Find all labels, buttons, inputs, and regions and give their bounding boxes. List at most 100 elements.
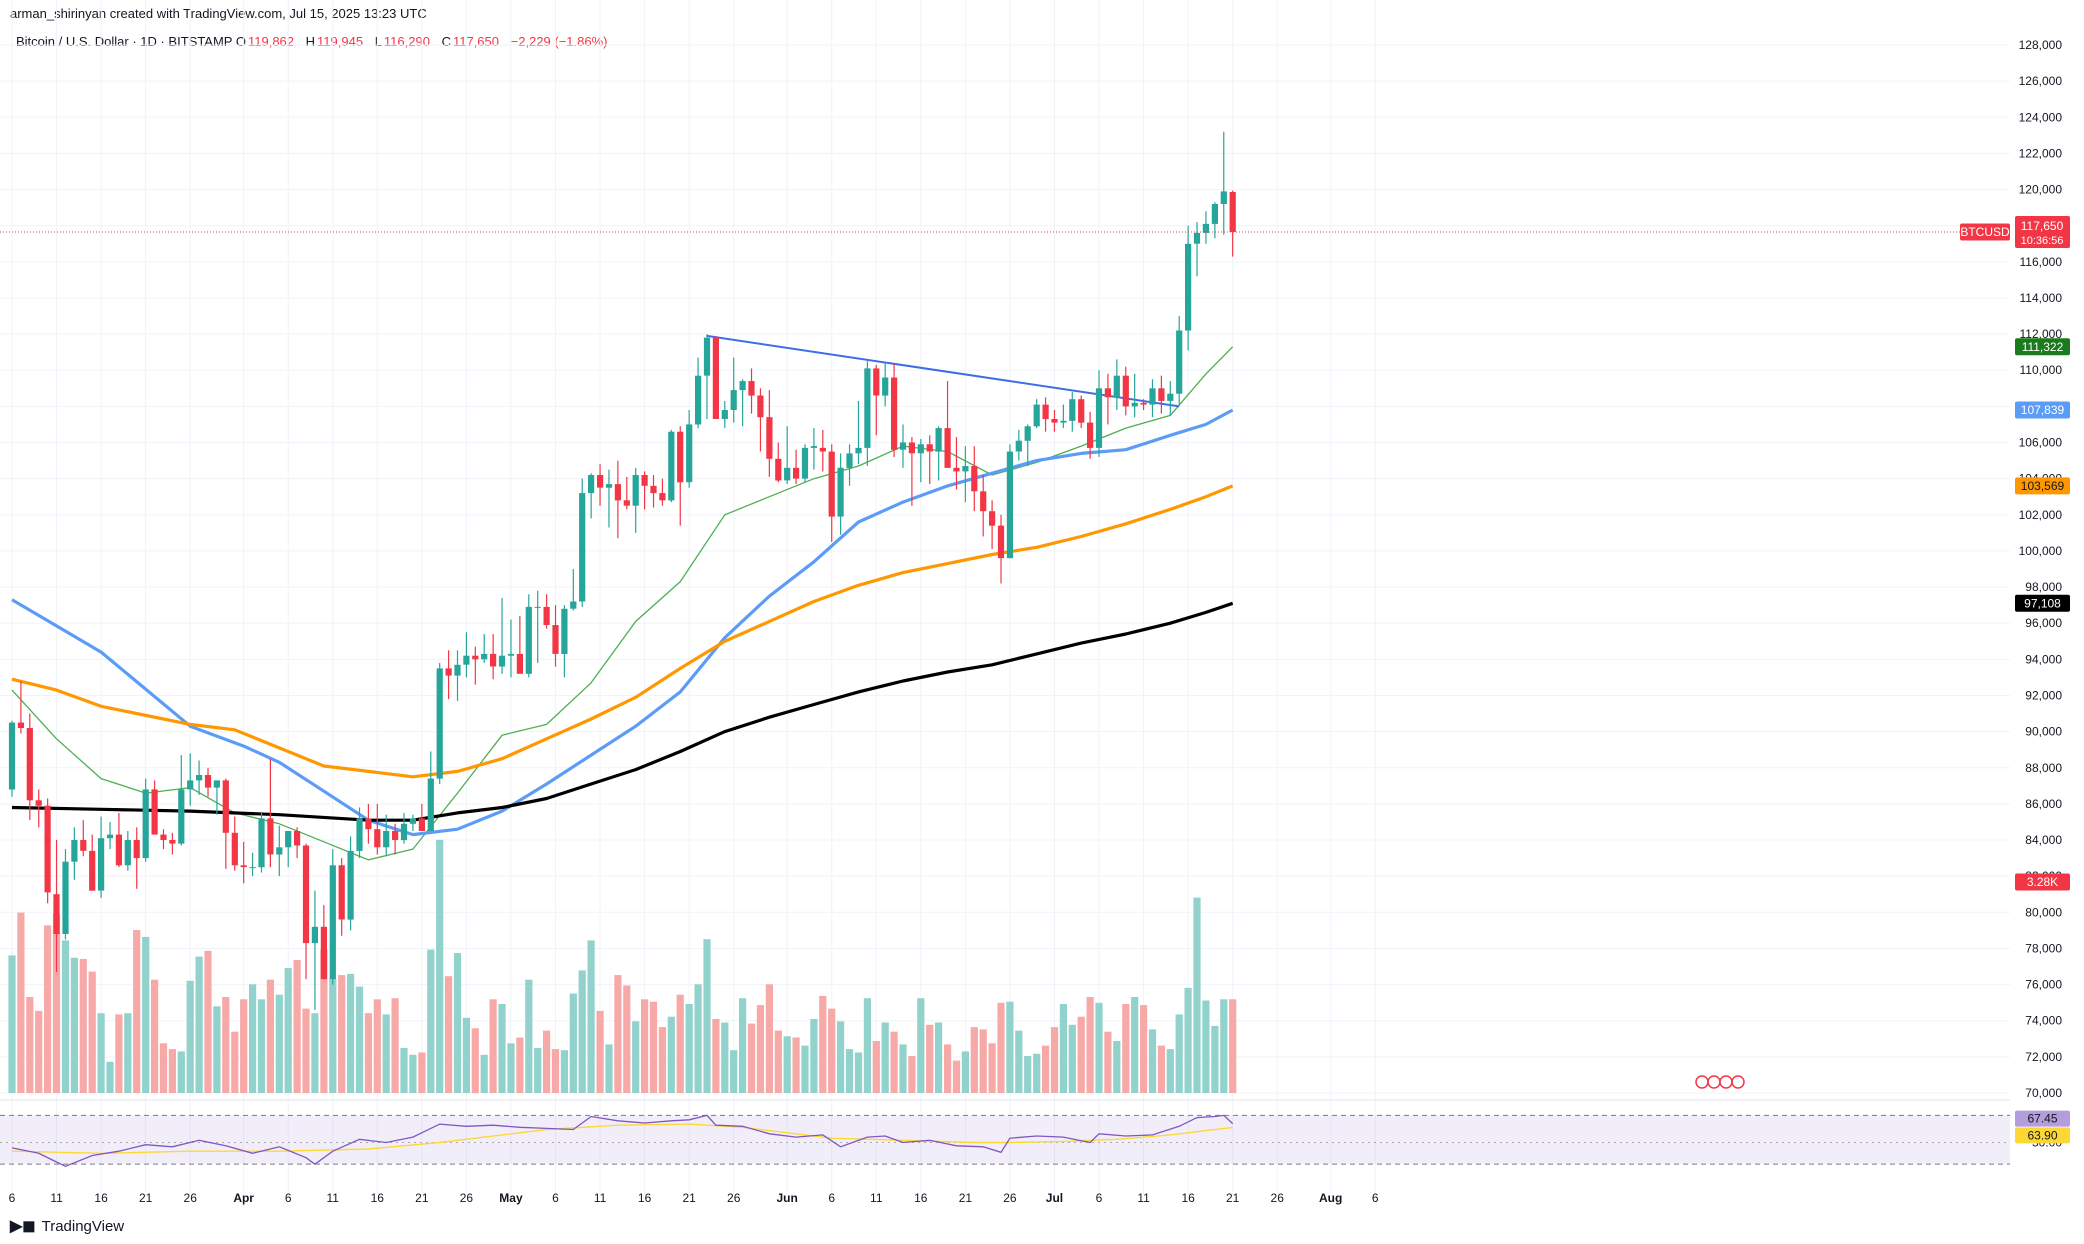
price-tick-label: 80,000 — [2025, 905, 2062, 919]
candle-body — [1024, 426, 1031, 441]
volume-bar — [204, 950, 212, 1093]
symbol-tag: BTCUSD — [1960, 225, 2010, 239]
moving-averages — [11, 346, 1234, 861]
volume-bar — [338, 975, 346, 1093]
candle-body — [899, 442, 907, 450]
time-tick-label: 16 — [638, 1191, 652, 1205]
candlesticks — [8, 131, 1236, 1010]
chart-grid — [0, 0, 2010, 1195]
volume-bar — [721, 1022, 729, 1093]
candle-body — [62, 861, 69, 934]
time-tick-label: 21 — [959, 1191, 973, 1205]
volume-bar — [124, 1013, 132, 1093]
candle-body — [258, 818, 265, 868]
volume-bar — [195, 956, 203, 1093]
volume-bar — [382, 1014, 390, 1093]
chart-attribution: arman_shirinyan created with TradingView… — [10, 6, 427, 21]
time-tick-label: 16 — [914, 1191, 928, 1205]
candle-body — [329, 865, 336, 980]
price-tick-label: 86,000 — [2025, 797, 2062, 811]
tradingview-brand[interactable]: ▶◼ TradingView — [10, 1216, 124, 1236]
rsi-value-label: 67.45 — [2027, 1112, 2057, 1126]
volume-bar — [168, 1049, 176, 1093]
candle-body — [935, 428, 942, 452]
candle-body — [1051, 419, 1058, 423]
volume-bar — [854, 1052, 863, 1093]
price-tick-label: 128,000 — [2019, 38, 2063, 52]
candle-body — [962, 466, 969, 472]
candle-body — [864, 368, 871, 448]
candle-body — [846, 453, 853, 468]
time-tick-label: 6 — [9, 1191, 16, 1205]
volume-bar — [1140, 1005, 1148, 1093]
time-tick-label: Jul — [1046, 1191, 1063, 1205]
candle-body — [668, 431, 675, 501]
candle-body — [17, 722, 24, 728]
ohlc-high-label: H — [305, 34, 316, 49]
candle-body — [507, 653, 515, 656]
current-price-label: 117,650 — [2021, 219, 2064, 233]
volume-bar — [391, 998, 399, 1093]
candle-body — [971, 466, 978, 492]
event-flag-icon — [1731, 1075, 1745, 1089]
candle-body — [231, 832, 238, 866]
candle-body — [35, 800, 42, 806]
volume-bar — [249, 984, 257, 1093]
candle-body — [1167, 393, 1174, 401]
price-tick-label: 102,000 — [2019, 508, 2063, 522]
candle-body — [828, 451, 835, 517]
volume-bar — [1104, 1031, 1112, 1093]
current-price-tag-bg — [2015, 216, 2070, 249]
ma-price-label: 103,569 — [2021, 479, 2065, 493]
candle-body — [490, 653, 497, 667]
volume-bar — [979, 1029, 987, 1093]
volume-bar — [739, 998, 747, 1093]
volume-bar — [52, 913, 61, 1093]
time-tick-label: 11 — [870, 1191, 883, 1205]
volume-bar — [970, 1027, 978, 1093]
candle-body — [151, 789, 158, 835]
candle-body — [71, 840, 78, 862]
volume-bar — [926, 1024, 934, 1093]
volume-bar — [347, 973, 355, 1093]
time-tick-label: 11 — [1137, 1191, 1150, 1205]
volume-bar — [1211, 1025, 1219, 1093]
candle-body — [1211, 204, 1218, 224]
candle-body — [365, 818, 372, 830]
volume-bar — [935, 1022, 943, 1093]
candle-body — [1149, 388, 1156, 405]
candle-body — [1158, 388, 1165, 401]
event-flag-icon — [1719, 1075, 1733, 1089]
volume-bar — [543, 1030, 551, 1093]
candle-body — [44, 805, 51, 893]
candle-body — [169, 840, 176, 844]
volume-bar — [311, 1013, 319, 1093]
candle-body — [311, 926, 318, 944]
volume-bar — [88, 971, 96, 1093]
moving-average-line — [11, 408, 1234, 837]
price-tick-label: 100,000 — [2019, 544, 2063, 558]
time-axis: 6 11 16 21 26 Apr 6 11 16 21 26 May 6 11 16 21 26 Jun 6 11 1… — [9, 1191, 1379, 1205]
time-tick-label: Jun — [776, 1191, 797, 1205]
time-tick-label: 16 — [371, 1191, 385, 1205]
volume-bar — [266, 979, 274, 1093]
candle-body — [427, 778, 434, 831]
candle-body — [891, 377, 898, 450]
candle-body — [133, 840, 140, 859]
time-tick-label: Aug — [1319, 1191, 1342, 1205]
volume-bar — [293, 960, 301, 1093]
volume-bar — [355, 986, 364, 1093]
volume-bar — [828, 1008, 836, 1093]
candle-body — [285, 831, 292, 848]
candle-body — [819, 447, 826, 452]
volume-bar — [872, 1041, 880, 1093]
volume-bar — [569, 993, 577, 1093]
candle-body — [614, 484, 621, 501]
candle-body — [873, 368, 880, 396]
time-tick-label: 11 — [327, 1191, 340, 1205]
rsi-band — [0, 1115, 2010, 1165]
candle-body — [204, 775, 212, 788]
volume-bar — [436, 839, 444, 1093]
volume-bar — [551, 1049, 560, 1093]
